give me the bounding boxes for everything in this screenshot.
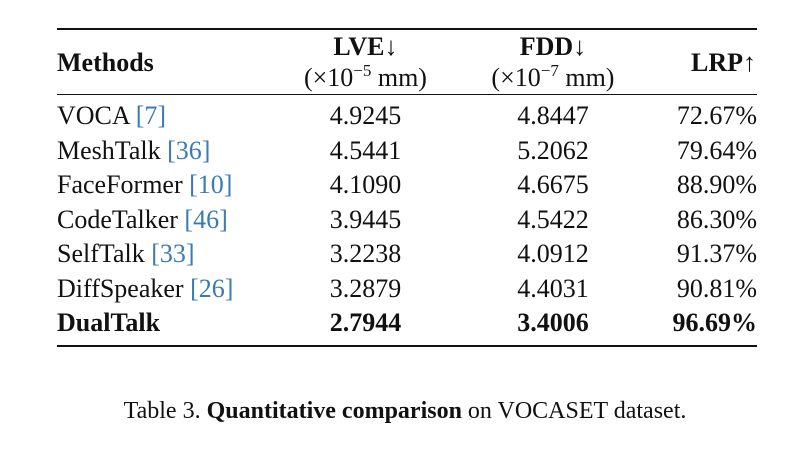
header-lve-unit-prefix: (×10 [303,63,354,93]
caption-prefix: Table 3. [123,398,207,424]
header-lrp: LRP↑ [691,47,756,77]
lrp-value: 90.81% [676,273,757,303]
header-fdd-unit-suffix: mm) [558,63,615,93]
citation-link[interactable]: [36] [167,135,211,165]
table-row: DiffSpeaker [26] 3.2879 4.4031 90.81% [57,272,757,307]
fdd-value: 4.4031 [517,273,589,303]
header-fdd-unit-prefix: (×10 [491,63,541,93]
method-name: SelfTalk [57,239,152,269]
lve-value: 3.2238 [329,239,402,269]
citation-link[interactable]: [26] [190,273,234,303]
table-row: CodeTalker [46] 3.9445 4.5422 86.30% [57,203,757,238]
table-row: FaceFormer [10] 4.1090 4.6675 88.90% [57,168,757,203]
header-row: Methods LVE↓ (×10−5 mm) FDD↓ (×10−7 mm) … [57,29,757,95]
header-lve-label: LVE↓ [333,32,398,61]
method-cell: VOCA [7] [57,95,275,134]
table-caption: Table 3. Quantitative comparison on VOCA… [0,398,810,425]
citation-link[interactable]: [7] [135,101,167,131]
header-lve-unit-exponent: −5 [353,61,372,81]
lrp-value: 86.30% [676,204,757,234]
method-name: FaceFormer [57,170,190,200]
method-cell: FaceFormer [10] [57,168,275,203]
header-fdd-unit-exponent: −7 [540,61,559,81]
lve-value: 4.5441 [329,135,402,165]
fdd-value: 3.4006 [517,308,589,338]
lve-value: 2.7944 [329,308,402,338]
method-cell: DiffSpeaker [26] [57,272,275,307]
fdd-value: 4.0912 [517,239,589,269]
fdd-value: 5.2062 [517,135,589,165]
lve-value: 4.9245 [329,101,402,131]
citation-link[interactable]: [46] [184,204,228,234]
lve-value: 3.2879 [329,273,402,303]
results-table-wrapper: Methods LVE↓ (×10−5 mm) FDD↓ (×10−7 mm) … [57,28,757,347]
table-header: Methods LVE↓ (×10−5 mm) FDD↓ (×10−7 mm) … [57,29,757,95]
header-fdd: FDD↓ (×10−7 mm) [456,29,651,95]
method-name: CodeTalker [57,204,185,234]
header-lve: LVE↓ (×10−5 mm) [275,29,455,95]
table-row: SelfTalk [33] 3.2238 4.0912 91.37% [57,237,757,272]
fdd-value: 4.5422 [517,204,589,234]
table-row: VOCA [7] 4.9245 4.8447 72.67% [57,95,757,134]
lrp-value: 96.69% [672,308,758,338]
table-body: VOCA [7] 4.9245 4.8447 72.67% MeshTalk [… [57,95,757,346]
method-name: DiffSpeaker [57,273,191,303]
fdd-value: 4.8447 [517,101,589,131]
header-fdd-label: FDD↓ [519,32,587,61]
caption-suffix: on VOCASET dataset. [461,398,687,424]
table-row-best: DualTalk 2.7944 3.4006 96.69% [57,306,757,346]
method-name: MeshTalk [57,135,168,165]
method-cell: CodeTalker [46] [57,203,275,238]
fdd-value: 4.6675 [517,170,589,200]
method-cell: SelfTalk [33] [57,237,275,272]
lrp-value: 72.67% [676,101,757,131]
header-methods: Methods [57,47,154,77]
lrp-value: 91.37% [676,239,757,269]
citation-link[interactable]: [10] [189,170,233,200]
lrp-value: 88.90% [676,170,757,200]
lrp-value: 79.64% [676,135,757,165]
caption-bold: Quantitative comparison [206,398,462,424]
method-name: DualTalk [57,308,161,338]
lve-value: 4.1090 [329,170,402,200]
method-cell: DualTalk [57,306,275,346]
citation-link[interactable]: [33] [151,239,195,269]
quantitative-comparison-table: Methods LVE↓ (×10−5 mm) FDD↓ (×10−7 mm) … [57,28,757,347]
header-lve-unit-suffix: mm) [371,63,427,93]
lve-value: 3.9445 [329,204,402,234]
table-row: MeshTalk [36] 4.5441 5.2062 79.64% [57,134,757,169]
method-name: VOCA [57,101,136,131]
method-cell: MeshTalk [36] [57,134,275,169]
header-fdd-unit: (×10−7 mm) [457,62,650,93]
header-lve-unit: (×10−5 mm) [276,62,454,93]
